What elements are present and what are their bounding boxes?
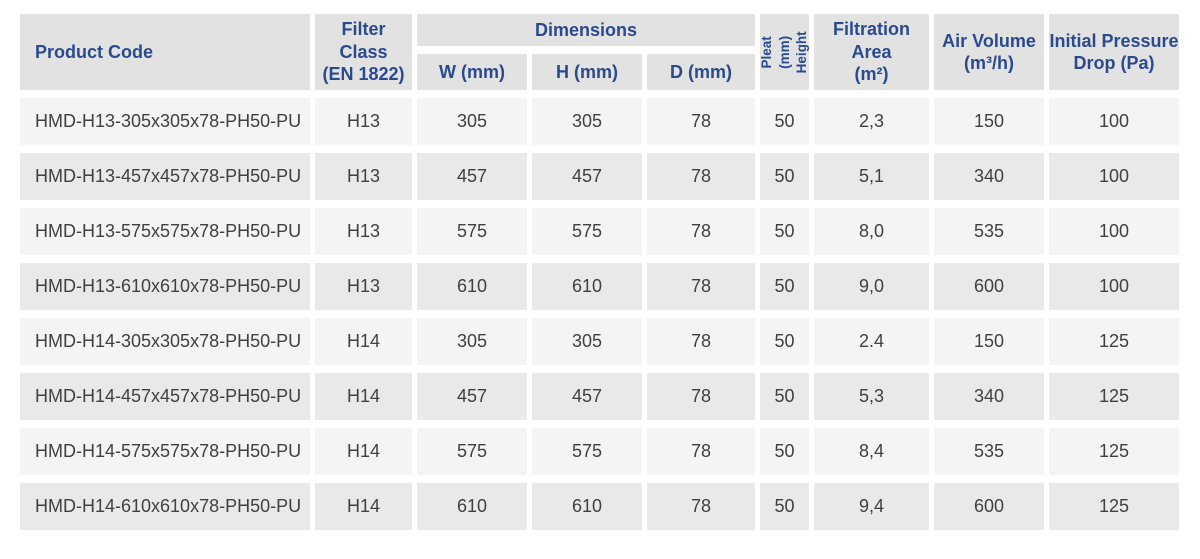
- cell-filtration-area: 2,3: [814, 98, 929, 145]
- header-filter-class: Filter Class (EN 1822): [315, 14, 412, 90]
- header-air-volume: Air Volume (m³/h): [934, 14, 1044, 90]
- cell-pleat-height: 50: [760, 208, 809, 255]
- cell-width: 610: [417, 483, 527, 530]
- cell-filter-class: H14: [315, 318, 412, 365]
- cell-height: 575: [532, 428, 642, 475]
- cell-pressure-drop: 125: [1049, 318, 1179, 365]
- cell-air-volume: 600: [934, 483, 1044, 530]
- cell-pressure-drop: 100: [1049, 153, 1179, 200]
- header-initial-pressure-drop: Initial Pressure Drop (Pa): [1049, 14, 1179, 90]
- cell-height: 305: [532, 318, 642, 365]
- header-width-mm: W (mm): [417, 54, 527, 90]
- cell-pressure-drop: 100: [1049, 263, 1179, 310]
- cell-filter-class: H14: [315, 428, 412, 475]
- cell-product-code: HMD-H14-457x457x78-PH50-PU: [20, 373, 310, 420]
- cell-height: 575: [532, 208, 642, 255]
- cell-filter-class: H14: [315, 483, 412, 530]
- header-filtration-area: Filtration Area (m²): [814, 14, 929, 90]
- cell-product-code: HMD-H13-575x575x78-PH50-PU: [20, 208, 310, 255]
- cell-air-volume: 340: [934, 153, 1044, 200]
- header-dimensions-group: Dimensions: [417, 14, 755, 46]
- cell-depth: 78: [647, 153, 755, 200]
- cell-product-code: HMD-H13-457x457x78-PH50-PU: [20, 153, 310, 200]
- cell-filtration-area: 5,1: [814, 153, 929, 200]
- cell-depth: 78: [647, 428, 755, 475]
- cell-depth: 78: [647, 263, 755, 310]
- cell-depth: 78: [647, 483, 755, 530]
- cell-width: 305: [417, 318, 527, 365]
- cell-pressure-drop: 100: [1049, 98, 1179, 145]
- cell-height: 457: [532, 153, 642, 200]
- cell-height: 305: [532, 98, 642, 145]
- cell-filtration-area: 5,3: [814, 373, 929, 420]
- cell-pleat-height: 50: [760, 263, 809, 310]
- cell-pressure-drop: 125: [1049, 483, 1179, 530]
- cell-pleat-height: 50: [760, 98, 809, 145]
- filter-spec-table: Product Code Filter Class (EN 1822) Dime…: [20, 14, 1179, 530]
- cell-filter-class: H14: [315, 373, 412, 420]
- cell-width: 575: [417, 208, 527, 255]
- cell-depth: 78: [647, 98, 755, 145]
- cell-product-code: HMD-H13-610x610x78-PH50-PU: [20, 263, 310, 310]
- cell-filtration-area: 9,4: [814, 483, 929, 530]
- cell-filtration-area: 8,4: [814, 428, 929, 475]
- cell-width: 305: [417, 98, 527, 145]
- cell-depth: 78: [647, 373, 755, 420]
- cell-pleat-height: 50: [760, 428, 809, 475]
- cell-air-volume: 535: [934, 428, 1044, 475]
- cell-air-volume: 150: [934, 318, 1044, 365]
- cell-product-code: HMD-H14-575x575x78-PH50-PU: [20, 428, 310, 475]
- cell-product-code: HMD-H14-610x610x78-PH50-PU: [20, 483, 310, 530]
- cell-width: 575: [417, 428, 527, 475]
- cell-pleat-height: 50: [760, 318, 809, 365]
- cell-air-volume: 535: [934, 208, 1044, 255]
- cell-air-volume: 600: [934, 263, 1044, 310]
- cell-pleat-height: 50: [760, 153, 809, 200]
- cell-depth: 78: [647, 208, 755, 255]
- cell-air-volume: 340: [934, 373, 1044, 420]
- header-height-mm: H (mm): [532, 54, 642, 90]
- cell-filter-class: H13: [315, 98, 412, 145]
- cell-product-code: HMD-H14-305x305x78-PH50-PU: [20, 318, 310, 365]
- cell-filtration-area: 9,0: [814, 263, 929, 310]
- cell-air-volume: 150: [934, 98, 1044, 145]
- cell-filter-class: H13: [315, 153, 412, 200]
- header-product-code: Product Code: [20, 14, 310, 90]
- cell-filtration-area: 8,0: [814, 208, 929, 255]
- cell-height: 457: [532, 373, 642, 420]
- pleat-height-rotated-label: Pleat (mm) Height: [759, 30, 810, 73]
- cell-depth: 78: [647, 318, 755, 365]
- cell-height: 610: [532, 483, 642, 530]
- cell-filter-class: H13: [315, 208, 412, 255]
- cell-width: 457: [417, 153, 527, 200]
- cell-pressure-drop: 125: [1049, 373, 1179, 420]
- cell-height: 610: [532, 263, 642, 310]
- cell-pleat-height: 50: [760, 373, 809, 420]
- header-depth-mm: D (mm): [647, 54, 755, 90]
- cell-filtration-area: 2.4: [814, 318, 929, 365]
- cell-width: 457: [417, 373, 527, 420]
- cell-pressure-drop: 100: [1049, 208, 1179, 255]
- cell-product-code: HMD-H13-305x305x78-PH50-PU: [20, 98, 310, 145]
- cell-pleat-height: 50: [760, 483, 809, 530]
- header-pleat-height: Pleat (mm) Height: [759, 14, 810, 90]
- cell-pressure-drop: 125: [1049, 428, 1179, 475]
- cell-filter-class: H13: [315, 263, 412, 310]
- cell-width: 610: [417, 263, 527, 310]
